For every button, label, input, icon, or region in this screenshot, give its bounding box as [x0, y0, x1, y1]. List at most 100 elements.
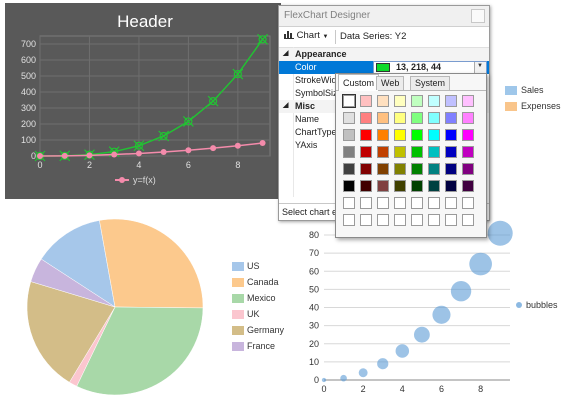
- chart-dropdown-button[interactable]: Chart ▼: [281, 29, 331, 44]
- pie-slice: [40, 220, 116, 308]
- color-swatch[interactable]: [343, 214, 355, 226]
- color-swatch[interactable]: [360, 163, 372, 175]
- chart-series: [34, 33, 269, 162]
- collapse-icon[interactable]: ◢: [283, 50, 289, 57]
- data-point: [111, 151, 118, 158]
- color-swatch[interactable]: [343, 129, 355, 141]
- color-swatch[interactable]: [411, 180, 423, 192]
- color-swatch[interactable]: [377, 180, 389, 192]
- color-swatch[interactable]: [428, 95, 440, 107]
- color-swatch[interactable]: [411, 95, 423, 107]
- color-picker-popup[interactable]: Custom Web System: [335, 73, 487, 238]
- color-swatch[interactable]: [360, 95, 372, 107]
- color-swatch[interactable]: [394, 163, 406, 175]
- legend-swatch: [232, 326, 244, 335]
- color-swatch[interactable]: [411, 129, 423, 141]
- color-swatch[interactable]: [394, 197, 406, 209]
- color-swatch[interactable]: [462, 112, 474, 124]
- color-swatch[interactable]: [445, 95, 457, 107]
- close-button[interactable]: [471, 9, 485, 23]
- tab-system[interactable]: System: [410, 76, 451, 90]
- chart-title: Header: [117, 12, 173, 31]
- tab-web[interactable]: Web: [376, 76, 405, 90]
- property-charttype[interactable]: ChartType: [295, 127, 337, 137]
- y-tick-label: 200: [21, 119, 36, 129]
- designer-titlebar[interactable]: FlexChart Designer: [279, 6, 489, 27]
- color-swatch[interactable]: [445, 129, 457, 141]
- color-swatch[interactable]: [377, 112, 389, 124]
- color-swatch[interactable]: [377, 163, 389, 175]
- legend-swatch: [505, 102, 517, 111]
- color-swatch[interactable]: [394, 112, 406, 124]
- chevron-down-icon: ▼: [477, 63, 483, 69]
- color-swatch[interactable]: [377, 146, 389, 158]
- color-swatch[interactable]: [394, 214, 406, 226]
- color-swatch[interactable]: [428, 180, 440, 192]
- color-swatch[interactable]: [360, 146, 372, 158]
- y-tick-label: 300: [21, 103, 36, 113]
- legend-swatch: [505, 86, 517, 95]
- color-swatch[interactable]: [428, 197, 440, 209]
- chart-series: [321, 220, 513, 383]
- color-swatch[interactable]: [445, 180, 457, 192]
- color-swatch[interactable]: [428, 214, 440, 226]
- color-swatch[interactable]: [462, 197, 474, 209]
- data-point: [37, 153, 43, 159]
- color-swatch[interactable]: [360, 112, 372, 124]
- color-swatch[interactable]: [342, 94, 356, 108]
- color-swatch[interactable]: [411, 146, 423, 158]
- color-swatch[interactable]: [411, 197, 423, 209]
- collapse-icon[interactable]: ◢: [283, 102, 289, 109]
- color-swatch[interactable]: [377, 95, 389, 107]
- color-swatch[interactable]: [462, 180, 474, 192]
- color-swatch[interactable]: [394, 146, 406, 158]
- color-swatch[interactable]: [394, 95, 406, 107]
- color-swatch[interactable]: [377, 214, 389, 226]
- color-swatch[interactable]: [445, 146, 457, 158]
- color-swatch[interactable]: [445, 112, 457, 124]
- color-swatch[interactable]: [343, 197, 355, 209]
- color-swatch[interactable]: [445, 214, 457, 226]
- property-name[interactable]: Name: [295, 114, 320, 124]
- color-swatch[interactable]: [428, 163, 440, 175]
- color-swatch[interactable]: [394, 129, 406, 141]
- tab-custom[interactable]: Custom: [338, 74, 380, 91]
- category-appearance[interactable]: ◢ Appearance: [279, 48, 489, 61]
- color-swatch[interactable]: [343, 163, 355, 175]
- color-swatch[interactable]: [343, 146, 355, 158]
- bubble-chart: 0 10 20 30 40 50 60 70 80 0 2 4 6 8 bubbles: [309, 220, 558, 394]
- color-swatch[interactable]: [360, 129, 372, 141]
- property-yaxis[interactable]: YAxis: [295, 140, 318, 150]
- color-swatch[interactable]: [411, 112, 423, 124]
- color-swatch[interactable]: [428, 129, 440, 141]
- bubble: [450, 281, 472, 302]
- color-swatch[interactable]: [445, 197, 457, 209]
- property-strokewidth[interactable]: StrokeWid: [295, 75, 337, 85]
- color-swatch[interactable]: [428, 112, 440, 124]
- color-swatch[interactable]: [394, 180, 406, 192]
- y-axis: 0 100 200 300 400 500 600 700: [21, 39, 36, 161]
- y-tick-label: 50: [309, 284, 319, 294]
- color-swatch[interactable]: [462, 129, 474, 141]
- color-swatch[interactable]: [360, 197, 372, 209]
- data-series-label: Data Series: Y2: [340, 31, 407, 42]
- color-swatch[interactable]: [462, 214, 474, 226]
- color-swatch[interactable]: [411, 214, 423, 226]
- color-swatch[interactable]: [462, 95, 474, 107]
- color-swatch[interactable]: [377, 129, 389, 141]
- legend-label: Canada: [247, 277, 279, 287]
- color-dropdown-button[interactable]: ▼: [474, 62, 486, 73]
- color-swatch[interactable]: [343, 180, 355, 192]
- color-swatch[interactable]: [377, 197, 389, 209]
- color-swatch[interactable]: [360, 180, 372, 192]
- property-symbolsize[interactable]: SymbolSiz: [295, 88, 338, 98]
- color-swatch[interactable]: [411, 163, 423, 175]
- color-swatch[interactable]: [360, 214, 372, 226]
- color-swatch[interactable]: [462, 146, 474, 158]
- color-swatch[interactable]: [343, 112, 355, 124]
- color-swatch[interactable]: [445, 163, 457, 175]
- chevron-down-icon: ▼: [322, 34, 329, 40]
- color-swatch[interactable]: [462, 163, 474, 175]
- color-swatch[interactable]: [428, 146, 440, 158]
- data-point: [160, 149, 167, 155]
